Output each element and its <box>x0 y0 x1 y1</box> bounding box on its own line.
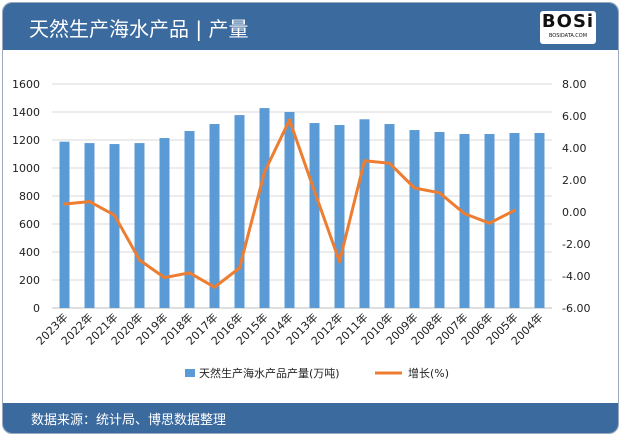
bar <box>309 123 320 308</box>
growth-point <box>113 213 116 217</box>
bar <box>59 141 70 308</box>
growth-point <box>188 271 191 275</box>
page-title: 天然生产海水产品 | 产量 <box>29 17 249 41</box>
right-tick-label: 4.00 <box>562 142 587 155</box>
right-tick-label: -6.00 <box>562 302 590 315</box>
logo-sub: BOSIDATA.COM <box>548 33 588 39</box>
growth-point <box>313 189 316 193</box>
bar <box>184 131 195 308</box>
growth-point <box>438 191 441 195</box>
growth-point <box>213 285 216 289</box>
bar <box>209 124 220 308</box>
bar <box>509 133 520 308</box>
growth-point <box>138 258 141 262</box>
growth-point <box>513 208 516 212</box>
growth-point <box>363 159 366 163</box>
left-tick-label: 1200 <box>12 134 40 147</box>
growth-point <box>388 161 391 165</box>
bar <box>259 108 270 308</box>
bar <box>384 124 395 308</box>
bar <box>334 125 345 309</box>
growth-point <box>238 266 241 270</box>
left-tick-label: 0 <box>33 302 40 315</box>
data-source: 数据来源：统计局、博思数据整理 <box>31 413 227 428</box>
growth-point <box>413 186 416 190</box>
logo-text: BOSi <box>541 11 595 32</box>
footer-bar: 数据来源：统计局、博思数据整理 <box>3 403 618 433</box>
growth-point <box>338 260 341 264</box>
growth-point <box>88 200 91 204</box>
left-tick-label: 400 <box>19 246 40 259</box>
bar <box>359 119 370 308</box>
bar <box>84 143 95 308</box>
growth-point <box>163 276 166 280</box>
right-tick-label: 6.00 <box>562 110 587 123</box>
bar <box>134 143 145 308</box>
bar <box>409 130 420 308</box>
growth-point <box>263 170 266 174</box>
left-tick-label: 1600 <box>12 78 40 91</box>
left-tick-label: 600 <box>19 218 40 231</box>
bar <box>484 133 495 308</box>
left-tick-label: 1400 <box>12 106 40 119</box>
bar <box>459 133 470 308</box>
left-tick-label: 1000 <box>12 162 40 175</box>
right-tick-label: -4.00 <box>562 270 590 283</box>
right-tick-label: 2.00 <box>562 174 587 187</box>
bar <box>159 138 170 308</box>
right-tick-label: -2.00 <box>562 238 590 251</box>
legend-bar-label: 天然生产海水产品产量(万吨) <box>199 366 340 380</box>
growth-point <box>488 221 491 225</box>
bar <box>109 144 120 308</box>
bar <box>284 112 295 308</box>
bar <box>534 133 545 308</box>
legend-bar-swatch <box>185 369 195 377</box>
growth-point <box>463 212 466 216</box>
growth-point <box>63 202 66 206</box>
bosi-logo: BOSi BOSIDATA.COM <box>540 11 596 44</box>
bar <box>434 132 445 308</box>
right-tick-label: 0.00 <box>562 206 587 219</box>
growth-point <box>288 118 291 122</box>
header-bar: 天然生产海水产品 | 产量 BOSi BOSIDATA.COM <box>3 3 618 50</box>
bar <box>234 115 245 308</box>
legend-line-label: 增长(%) <box>408 366 449 380</box>
left-tick-label: 200 <box>19 274 40 287</box>
left-tick-label: 800 <box>19 190 40 203</box>
right-tick-label: 8.00 <box>562 78 587 91</box>
